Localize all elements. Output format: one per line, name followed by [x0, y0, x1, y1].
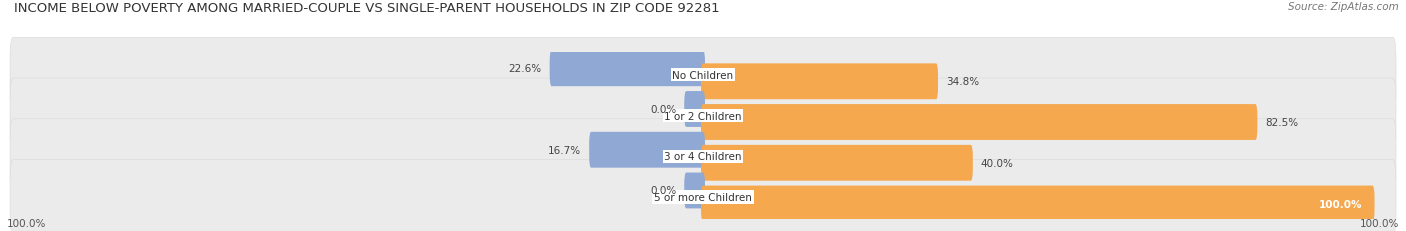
FancyBboxPatch shape — [702, 145, 973, 181]
Text: 82.5%: 82.5% — [1265, 118, 1299, 128]
Text: 34.8%: 34.8% — [946, 77, 979, 87]
FancyBboxPatch shape — [10, 160, 1396, 231]
Text: 16.7%: 16.7% — [548, 145, 581, 155]
Text: 100.0%: 100.0% — [1319, 199, 1362, 209]
FancyBboxPatch shape — [550, 51, 704, 87]
FancyBboxPatch shape — [589, 132, 704, 168]
FancyBboxPatch shape — [702, 105, 1257, 140]
Text: 0.0%: 0.0% — [650, 186, 676, 196]
FancyBboxPatch shape — [702, 64, 938, 100]
FancyBboxPatch shape — [10, 119, 1396, 194]
Text: INCOME BELOW POVERTY AMONG MARRIED-COUPLE VS SINGLE-PARENT HOUSEHOLDS IN ZIP COD: INCOME BELOW POVERTY AMONG MARRIED-COUPL… — [14, 2, 720, 15]
Text: 100.0%: 100.0% — [7, 218, 46, 228]
Text: 1 or 2 Children: 1 or 2 Children — [664, 111, 742, 121]
Text: 3 or 4 Children: 3 or 4 Children — [664, 152, 742, 161]
Text: Source: ZipAtlas.com: Source: ZipAtlas.com — [1288, 2, 1399, 12]
FancyBboxPatch shape — [702, 186, 1375, 222]
Text: 40.0%: 40.0% — [981, 158, 1014, 168]
Text: 100.0%: 100.0% — [1360, 218, 1399, 228]
Text: No Children: No Children — [672, 70, 734, 80]
Text: 0.0%: 0.0% — [650, 105, 676, 115]
Text: 22.6%: 22.6% — [509, 64, 541, 74]
FancyBboxPatch shape — [10, 79, 1396, 153]
Text: 5 or more Children: 5 or more Children — [654, 192, 752, 202]
FancyBboxPatch shape — [10, 38, 1396, 113]
FancyBboxPatch shape — [685, 173, 704, 209]
FancyBboxPatch shape — [685, 92, 704, 127]
